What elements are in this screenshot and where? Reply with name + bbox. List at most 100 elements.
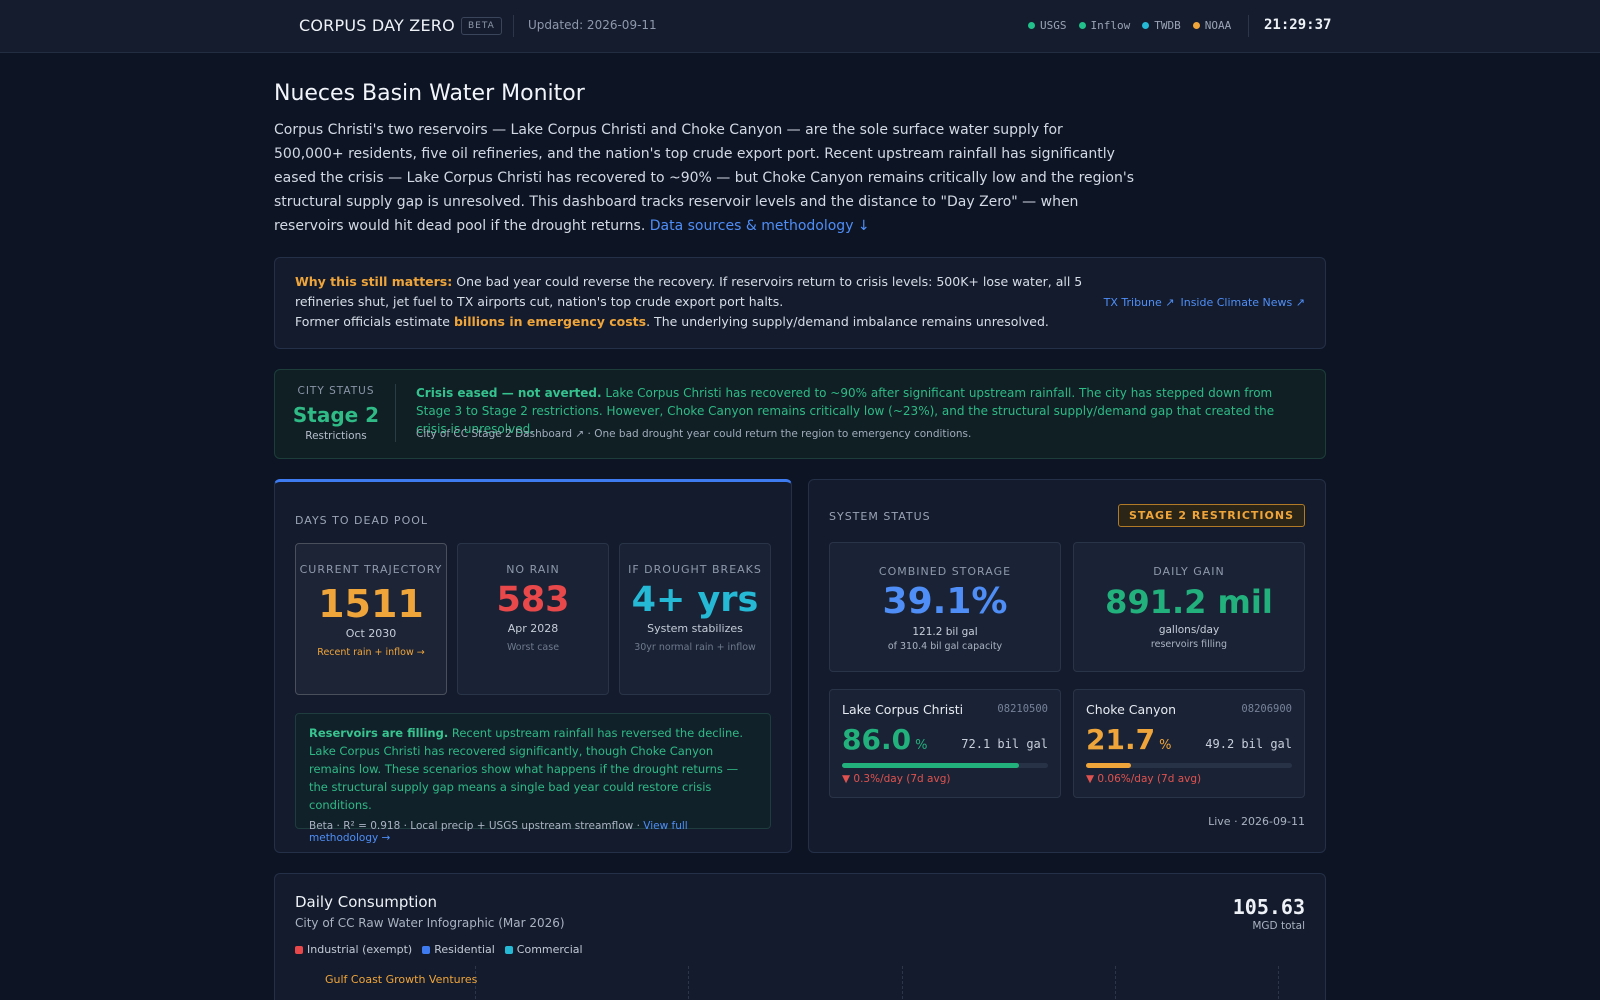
- consumption-title: Daily Consumption: [295, 893, 438, 911]
- legend-swatch-icon: [504, 945, 513, 954]
- reservoir-percent: 21.7%: [1086, 723, 1171, 756]
- consumption-subtitle: City of CC Raw Water Infographic (Mar 20…: [295, 916, 565, 930]
- gauge-id: 08210500: [997, 703, 1048, 715]
- scenario-note: Worst case: [506, 642, 560, 653]
- full-methodology-link[interactable]: View full methodology →: [309, 820, 688, 844]
- news-links: TX Tribune ↗ Inside Climate News ↗: [1104, 296, 1305, 309]
- gridline: [902, 966, 903, 1000]
- consumption-unit: MGD total: [1252, 920, 1305, 932]
- why-lead: Why this still matters:: [295, 274, 453, 289]
- level-bar-fill: [1086, 763, 1131, 768]
- gridline: [475, 966, 476, 1000]
- consumption-legend: Industrial (exempt) Residential Commercial: [295, 943, 583, 956]
- scenario-date: Apr 2028: [507, 622, 559, 635]
- system-status-panel: SYSTEM STATUS STAGE 2 RESTRICTIONS COMBI…: [808, 479, 1326, 853]
- scenario-note: 30yr normal rain + inflow: [634, 642, 756, 653]
- status-footnote: City of CC Stage 2 Dashboard ↗ · One bad…: [416, 428, 971, 440]
- model-info: Beta · R² = 0.918 · Local precip + USGS …: [309, 820, 644, 832]
- gridline: [688, 966, 689, 1000]
- why-it-matters-panel: Why this still matters: One bad year cou…: [274, 257, 1326, 349]
- reservoir-rate: ▼ 0.06%/day (7d avg): [1086, 773, 1202, 785]
- scenario-drought-breaks[interactable]: IF DROUGHT BREAKS 4+ yrs System stabiliz…: [619, 543, 771, 695]
- legend-label: Commercial: [516, 943, 583, 956]
- scenario-value: 1511: [318, 582, 424, 626]
- gain-value: 891.2 mil: [1105, 583, 1273, 621]
- scenario-date: Oct 2030: [345, 627, 397, 640]
- consumer-label: Gulf Coast Growth Ventures: [325, 973, 478, 986]
- divider: [513, 15, 514, 37]
- brand-title[interactable]: CORPUS DAY ZERO: [299, 16, 455, 35]
- fill-body: Recent upstream rainfall has reversed th…: [309, 726, 744, 812]
- status-lead: Crisis eased — not averted.: [416, 386, 602, 400]
- inside-climate-news-link[interactable]: Inside Climate News ↗: [1180, 296, 1305, 309]
- percent-unit: %: [1159, 738, 1172, 753]
- fill-lead: Reservoirs are filling.: [309, 726, 449, 740]
- reservoir-volume: 49.2 bil gal: [1205, 737, 1292, 751]
- scenario-label: IF DROUGHT BREAKS: [628, 563, 762, 576]
- city-status-label: CITY STATUS: [297, 385, 375, 397]
- methodology-link[interactable]: Data sources & methodology ↓: [649, 218, 870, 234]
- model-footnote: Beta · R² = 0.918 · Local precip + USGS …: [309, 820, 757, 844]
- divider: [395, 384, 396, 442]
- source-label: USGS: [1040, 19, 1067, 32]
- reservoirs-filling-note: Reservoirs are filling. Recent upstream …: [295, 713, 771, 844]
- storage-label: COMBINED STORAGE: [878, 565, 1012, 578]
- divider: [1248, 15, 1249, 37]
- source-label: TWDB: [1154, 19, 1181, 32]
- scenario-value: 583: [496, 580, 570, 620]
- status-message: Crisis eased — not averted. Lake Corpus …: [416, 384, 1306, 438]
- storage-capacity: of 310.4 bil gal capacity: [887, 641, 1003, 652]
- reservoir-rate: ▼ 0.3%/day (7d avg): [842, 773, 951, 785]
- legend-item: Residential: [422, 943, 495, 956]
- clock: 21:29:37: [1264, 17, 1332, 33]
- reservoir-name: Choke Canyon: [1086, 702, 1177, 717]
- scenario-label: CURRENT TRAJECTORY: [299, 563, 443, 576]
- legend-label: Industrial (exempt): [307, 943, 413, 956]
- legend-label: Residential: [434, 943, 495, 956]
- scenario-date: System stabilizes: [647, 622, 743, 635]
- reservoir-card-lake-corpus-christi[interactable]: Lake Corpus Christi 08210500 86.0% 72.1 …: [829, 689, 1061, 798]
- percent-value: 86.0: [842, 723, 912, 756]
- reservoir-percent: 86.0%: [842, 723, 927, 756]
- status-foot-text: · One bad drought year could return the …: [584, 428, 972, 440]
- legend-swatch-icon: [422, 945, 431, 954]
- why-text: Why this still matters: One bad year cou…: [295, 272, 1095, 332]
- gain-label: DAILY GAIN: [1153, 565, 1225, 578]
- storage-volume: 121.2 bil gal: [912, 626, 978, 638]
- city-stage: Stage 2: [292, 403, 380, 427]
- status-dot-icon: [1192, 22, 1200, 29]
- intro-body: Corpus Christi's two reservoirs — Lake C…: [274, 122, 1134, 234]
- status-dot-icon: [1142, 22, 1150, 29]
- storage-value: 39.1%: [882, 581, 1008, 622]
- days-to-dead-pool-panel: DAYS TO DEAD POOL CURRENT TRAJECTORY 151…: [274, 479, 792, 853]
- live-timestamp: Live · 2026-09-11: [1208, 815, 1305, 828]
- combined-storage-card: COMBINED STORAGE 39.1% 121.2 bil gal of …: [829, 542, 1061, 672]
- scenario-current-trajectory[interactable]: CURRENT TRAJECTORY 1511 Oct 2030 Recent …: [295, 543, 447, 695]
- section-title: DAYS TO DEAD POOL: [295, 514, 429, 527]
- page-title: Nueces Basin Water Monitor: [274, 81, 585, 106]
- gain-note: reservoirs filling: [1150, 639, 1228, 650]
- scenario-no-rain[interactable]: NO RAIN 583 Apr 2028 Worst case: [457, 543, 609, 695]
- reservoir-card-choke-canyon[interactable]: Choke Canyon 08206900 21.7% 49.2 bil gal…: [1073, 689, 1305, 798]
- percent-unit: %: [915, 738, 928, 753]
- gauge-id: 08206900: [1241, 703, 1292, 715]
- updated-date: Updated: 2026-09-11: [528, 18, 657, 32]
- cost-highlight: billions in emergency costs: [453, 314, 647, 329]
- stage2-dashboard-link[interactable]: City of CC Stage 2 Dashboard ↗: [416, 428, 585, 440]
- scenario-label: NO RAIN: [506, 563, 560, 576]
- city-stage-sub: Restrictions: [305, 430, 367, 442]
- city-status-panel: CITY STATUS Stage 2 Restrictions Crisis …: [274, 369, 1326, 459]
- percent-value: 21.7: [1086, 723, 1156, 756]
- gridline: [1115, 966, 1116, 1000]
- top-bar: CORPUS DAY ZERO BETA Updated: 2026-09-11…: [0, 0, 1600, 53]
- status-body: Lake Corpus Christi has recovered to ~90…: [416, 386, 1275, 436]
- legend-item: Industrial (exempt): [295, 943, 412, 956]
- intro-text: Corpus Christi's two reservoirs — Lake C…: [274, 118, 1134, 238]
- tx-tribune-link[interactable]: TX Tribune ↗: [1103, 296, 1175, 309]
- section-title: SYSTEM STATUS: [829, 510, 931, 523]
- daily-gain-card: DAILY GAIN 891.2 mil gallons/day reservo…: [1073, 542, 1305, 672]
- reservoir-name: Lake Corpus Christi: [842, 702, 964, 717]
- reservoir-volume: 72.1 bil gal: [961, 737, 1048, 751]
- level-bar-fill: [842, 763, 1020, 768]
- why-text-2b: . The underlying supply/demand imbalance…: [646, 314, 1049, 329]
